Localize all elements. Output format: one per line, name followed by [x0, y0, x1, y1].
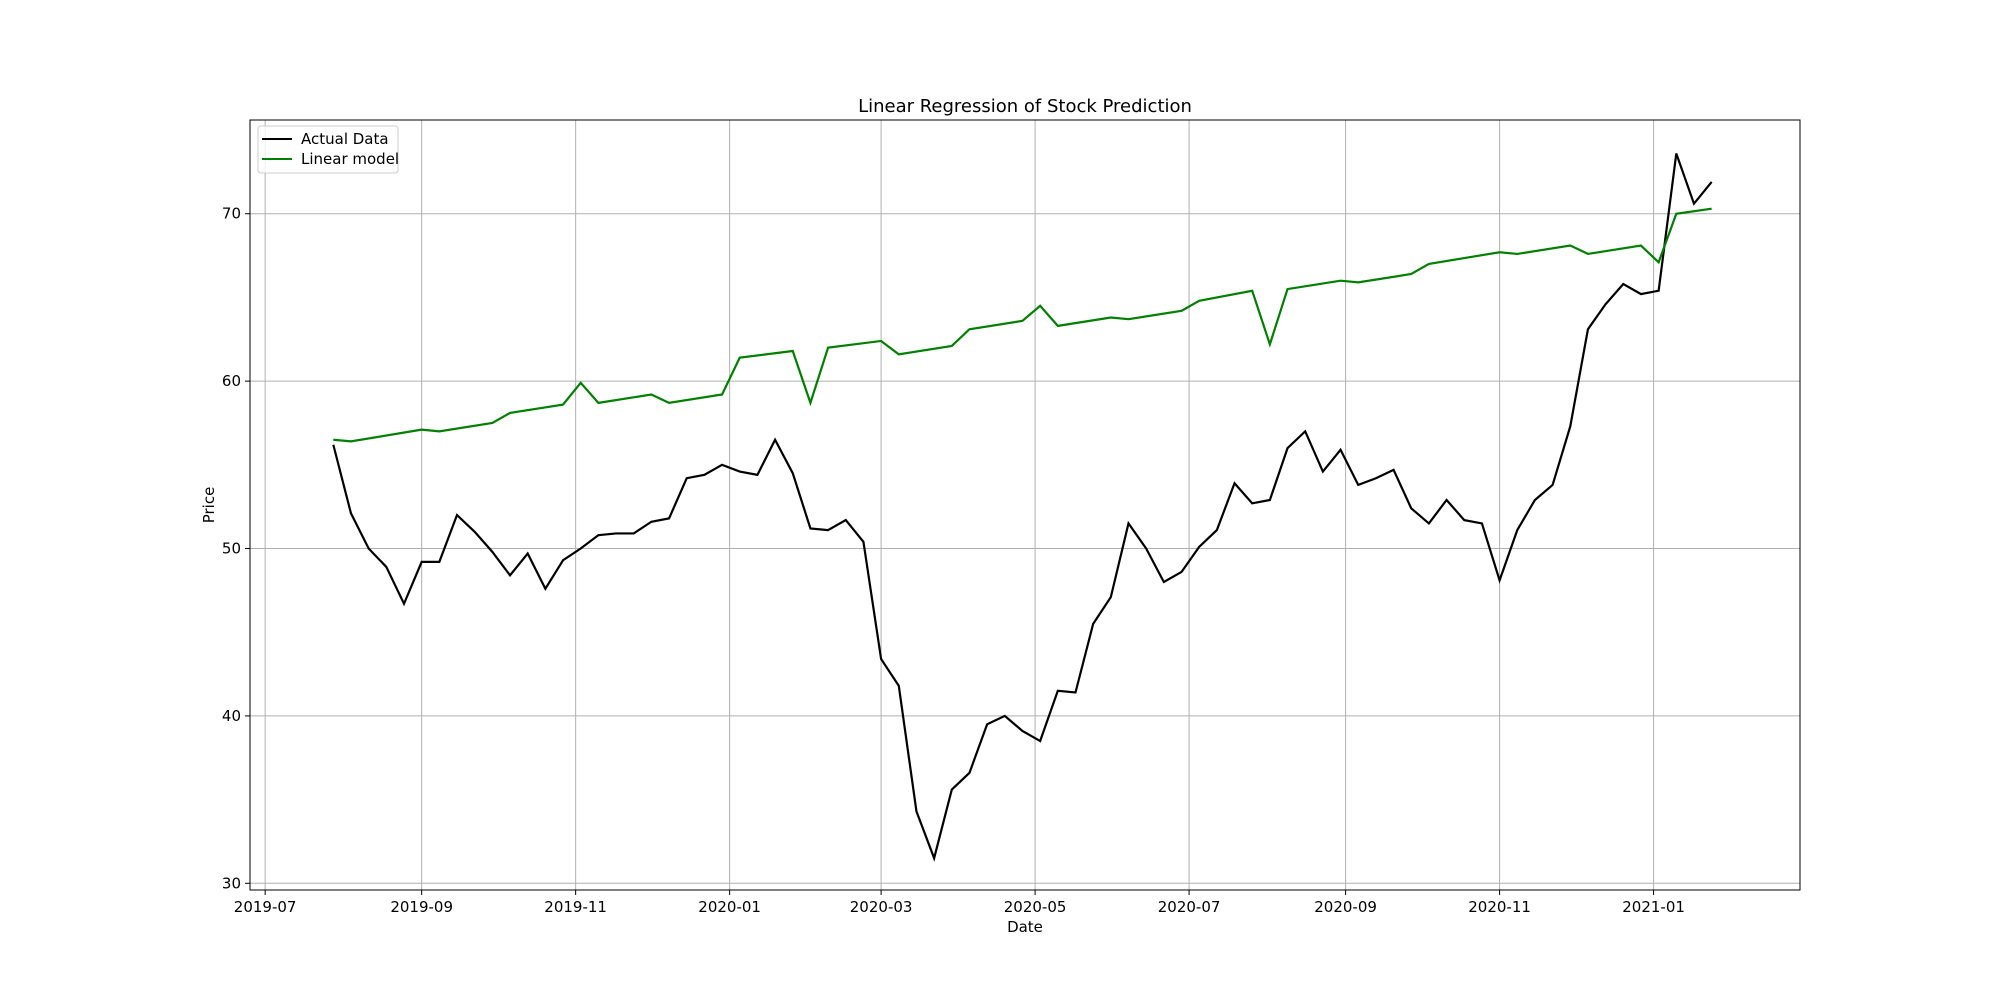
legend-label-actual-data: Actual Data — [301, 130, 389, 148]
x-tick-label: 2020-11 — [1468, 898, 1531, 916]
legend: Actual Data Linear model — [257, 125, 399, 174]
x-tick-label: 2020-07 — [1158, 898, 1221, 916]
x-tick-label: 2020-09 — [1314, 898, 1377, 916]
x-tick-label: 2020-03 — [850, 898, 913, 916]
x-tick-label: 2020-05 — [1004, 898, 1067, 916]
series-line-actual-data — [332, 153, 1713, 862]
x-tick-label: 2021-01 — [1622, 898, 1685, 916]
y-tick-label: 50 — [222, 540, 241, 558]
y-tick-label: 30 — [222, 874, 241, 892]
y-axis-title: Price — [200, 487, 218, 524]
series-line-linear-model — [333, 207, 1712, 443]
axis-ticks: 2019-07 2019-09 2019-11 2020-01 2020-03 2020-… — [222, 205, 1685, 916]
x-axis-title: Date — [1007, 918, 1043, 936]
x-tick-label: 2020-01 — [698, 898, 761, 916]
legend-label-linear-model: Linear model — [301, 150, 399, 168]
y-tick-label: 70 — [222, 205, 241, 223]
x-tick-label: 2019-09 — [390, 898, 453, 916]
x-tick-label: 2019-07 — [234, 898, 297, 916]
series-lines — [332, 153, 1713, 862]
y-tick-label: 60 — [222, 372, 241, 390]
x-tick-label: 2019-11 — [544, 898, 607, 916]
chart-title: Linear Regression of Stock Prediction — [858, 96, 1192, 117]
legend-box — [257, 125, 399, 174]
grid-lines — [250, 120, 1800, 890]
plot-area-frame — [249, 119, 1801, 891]
y-tick-label: 40 — [222, 707, 241, 725]
